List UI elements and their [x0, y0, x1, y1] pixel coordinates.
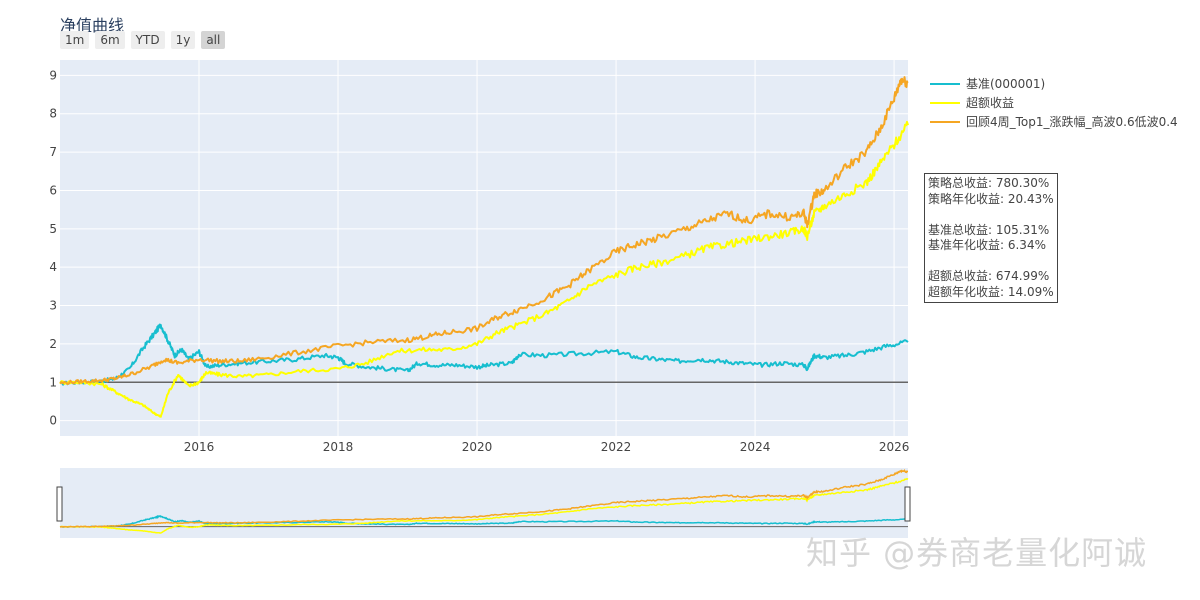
y-tick-label: 3: [49, 299, 57, 313]
watermark: 知乎 @券商老量化阿诚: [806, 534, 1148, 572]
y-axis: 0 1 2 3 4 5 6 7 8 9: [49, 68, 57, 427]
range-slider-lines: [59, 468, 909, 534]
range-button-ytd[interactable]: YTD: [130, 31, 165, 49]
range-slider-handle-right[interactable]: [904, 486, 911, 522]
y-tick-label: 0: [49, 414, 57, 428]
y-tick-label: 4: [49, 260, 57, 274]
range-button-all[interactable]: all: [201, 31, 226, 49]
x-tick-label: 2020: [462, 440, 493, 454]
legend-swatch: [930, 120, 960, 123]
range-button-6m[interactable]: 6m: [95, 31, 125, 49]
range-button-1m[interactable]: 1m: [60, 31, 90, 49]
y-tick-label: 2: [49, 337, 57, 351]
y-tick-label: 5: [49, 222, 57, 236]
stat-excess-annual: 超额年化收益: 14.09%: [928, 284, 1054, 299]
mini-series-line-2: [59, 468, 908, 528]
legend-item-strategy[interactable]: 回顾4周_Top1_涨跌幅_高波0.6低波0.4: [930, 112, 1178, 131]
stat-benchmark-total: 基准总收益: 105.31%: [928, 222, 1050, 237]
range-slider-handle-left[interactable]: [56, 486, 63, 522]
stat-strategy-total: 策略总收益: 780.30%: [928, 176, 1050, 190]
series-line-1[interactable]: [59, 120, 909, 418]
legend-item-excess[interactable]: 超额收益: [930, 93, 1178, 112]
legend-swatch: [930, 101, 960, 104]
range-button-1y[interactable]: 1y: [170, 31, 196, 49]
x-tick-label: 2016: [184, 440, 215, 454]
stat-strategy-annual: 策略年化收益: 20.43%: [928, 191, 1054, 206]
x-tick-label: 2026: [879, 440, 910, 454]
series-line-0[interactable]: [59, 323, 909, 386]
legend-item-benchmark[interactable]: 基准(000001): [930, 74, 1178, 93]
legend-label: 超额收益: [966, 96, 1015, 110]
y-tick-label: 1: [49, 375, 57, 389]
series-lines: [59, 76, 909, 418]
x-tick-label: 2022: [601, 440, 632, 454]
y-tick-label: 9: [49, 68, 57, 82]
x-tick-label: 2018: [323, 440, 354, 454]
y-tick-label: 6: [49, 183, 57, 197]
y-tick-label: 8: [49, 107, 57, 121]
x-tick-label: 2024: [740, 440, 771, 454]
range-selector: 1m 6m YTD 1y all: [60, 31, 226, 49]
x-axis: 2016 2018 2020 2022 2024 2026: [184, 440, 910, 454]
chart-title: 净值曲线: [60, 16, 125, 35]
series-line-2[interactable]: [59, 76, 909, 385]
stats-box: 策略总收益: 780.30% 策略年化收益: 20.43% 基准总收益: 105…: [924, 173, 1058, 303]
stat-benchmark-annual: 基准年化收益: 6.34%: [928, 238, 1046, 252]
y-tick-label: 7: [49, 145, 57, 159]
legend-swatch: [930, 82, 960, 85]
mini-series-line-0: [59, 514, 909, 528]
mini-series-line-1: [59, 477, 909, 534]
legend-label: 基准(000001): [966, 77, 1046, 91]
legend: 基准(000001) 超额收益 回顾4周_Top1_涨跌幅_高波0.6低波0.4: [930, 74, 1178, 131]
main-plot-area[interactable]: [60, 60, 908, 436]
legend-label: 回顾4周_Top1_涨跌幅_高波0.6低波0.4: [966, 115, 1178, 129]
stat-excess-total: 超额总收益: 674.99%: [928, 269, 1050, 283]
